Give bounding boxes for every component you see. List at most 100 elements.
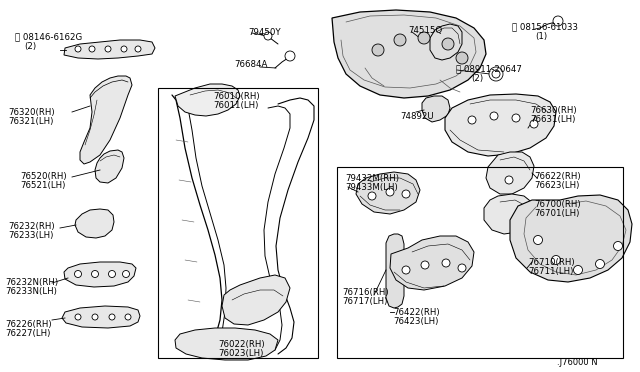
Text: 76630(RH): 76630(RH) [530,106,577,115]
Circle shape [89,46,95,52]
Polygon shape [95,150,124,183]
Circle shape [530,120,538,128]
Text: 76622(RH): 76622(RH) [534,172,580,181]
Polygon shape [386,234,404,308]
Text: 76422(RH): 76422(RH) [393,308,440,317]
Text: 76233N(LH): 76233N(LH) [5,287,57,296]
Text: Ⓑ 08146-6162G: Ⓑ 08146-6162G [15,32,83,41]
Text: ⓝ 08911-20647: ⓝ 08911-20647 [456,64,522,73]
Text: 76623(LH): 76623(LH) [534,181,579,190]
Circle shape [421,261,429,269]
Polygon shape [75,209,114,238]
Text: 76233(LH): 76233(LH) [8,231,53,240]
Text: 76010(RH): 76010(RH) [213,92,260,101]
Text: 76232N(RH): 76232N(RH) [5,278,58,287]
Text: 76520(RH): 76520(RH) [20,172,67,181]
Text: (2): (2) [471,74,483,83]
Bar [337,167,623,358]
Circle shape [614,241,623,250]
Circle shape [402,190,410,198]
Text: 79433M(LH): 79433M(LH) [345,183,397,192]
Text: 79432M(RH): 79432M(RH) [345,174,399,183]
Text: 76631(LH): 76631(LH) [530,115,575,124]
Circle shape [74,270,81,278]
Circle shape [264,32,272,40]
Polygon shape [390,236,474,290]
Circle shape [372,44,384,56]
Text: 74892U: 74892U [400,112,434,121]
Circle shape [386,188,394,196]
Polygon shape [332,10,486,98]
Circle shape [92,314,98,320]
Circle shape [75,46,81,52]
Text: 76320(RH): 76320(RH) [8,108,54,117]
Text: .J76000 N: .J76000 N [557,358,598,367]
Circle shape [135,46,141,52]
Polygon shape [222,275,290,325]
Circle shape [109,270,115,278]
Polygon shape [356,172,420,214]
Text: 76423(LH): 76423(LH) [393,317,438,326]
Circle shape [492,70,500,78]
Text: 76227(LH): 76227(LH) [5,329,51,338]
Circle shape [489,67,503,81]
Text: 76022(RH): 76022(RH) [218,340,264,349]
Circle shape [456,52,468,64]
Text: 76701(LH): 76701(LH) [534,209,579,218]
Circle shape [394,34,406,46]
Polygon shape [64,40,155,59]
Text: 76226(RH): 76226(RH) [5,320,52,329]
Polygon shape [486,152,534,194]
Circle shape [105,46,111,52]
Polygon shape [80,76,132,164]
Circle shape [92,270,99,278]
Circle shape [552,256,561,264]
Text: 76710(RH): 76710(RH) [528,258,575,267]
Circle shape [368,192,376,200]
Text: (2): (2) [24,42,36,51]
Circle shape [553,16,563,26]
Text: 76700(RH): 76700(RH) [534,200,580,209]
Circle shape [490,112,498,120]
Circle shape [534,235,543,244]
Text: 76232(RH): 76232(RH) [8,222,54,231]
Circle shape [418,32,430,44]
Circle shape [458,264,466,272]
Circle shape [573,266,582,275]
Polygon shape [422,96,450,122]
Text: 74515Q: 74515Q [408,26,442,35]
Circle shape [512,114,520,122]
Polygon shape [64,262,136,287]
Text: 76011(LH): 76011(LH) [213,101,259,110]
Bar [158,88,318,358]
Circle shape [442,38,454,50]
Text: 76684A: 76684A [234,60,268,69]
Polygon shape [484,194,536,234]
Polygon shape [510,195,632,282]
Text: 76521(LH): 76521(LH) [20,181,65,190]
Circle shape [285,51,295,61]
Text: 76717(LH): 76717(LH) [342,297,387,306]
Circle shape [505,176,513,184]
Text: 76711(LH): 76711(LH) [528,267,573,276]
Circle shape [75,314,81,320]
Polygon shape [62,306,140,328]
Text: 76023(LH): 76023(LH) [218,349,264,358]
Text: 76321(LH): 76321(LH) [8,117,53,126]
Circle shape [402,266,410,274]
Polygon shape [175,84,240,116]
Circle shape [595,260,605,269]
Text: 76716(RH): 76716(RH) [342,288,388,297]
Polygon shape [175,328,278,360]
Circle shape [121,46,127,52]
Circle shape [442,259,450,267]
Circle shape [122,270,129,278]
Text: (1): (1) [535,32,547,41]
Text: Ⓑ 08156-61033: Ⓑ 08156-61033 [512,22,578,31]
Text: 79450Y: 79450Y [248,28,280,37]
Polygon shape [430,24,462,60]
Circle shape [109,314,115,320]
Circle shape [125,314,131,320]
Polygon shape [445,94,556,156]
Circle shape [468,116,476,124]
